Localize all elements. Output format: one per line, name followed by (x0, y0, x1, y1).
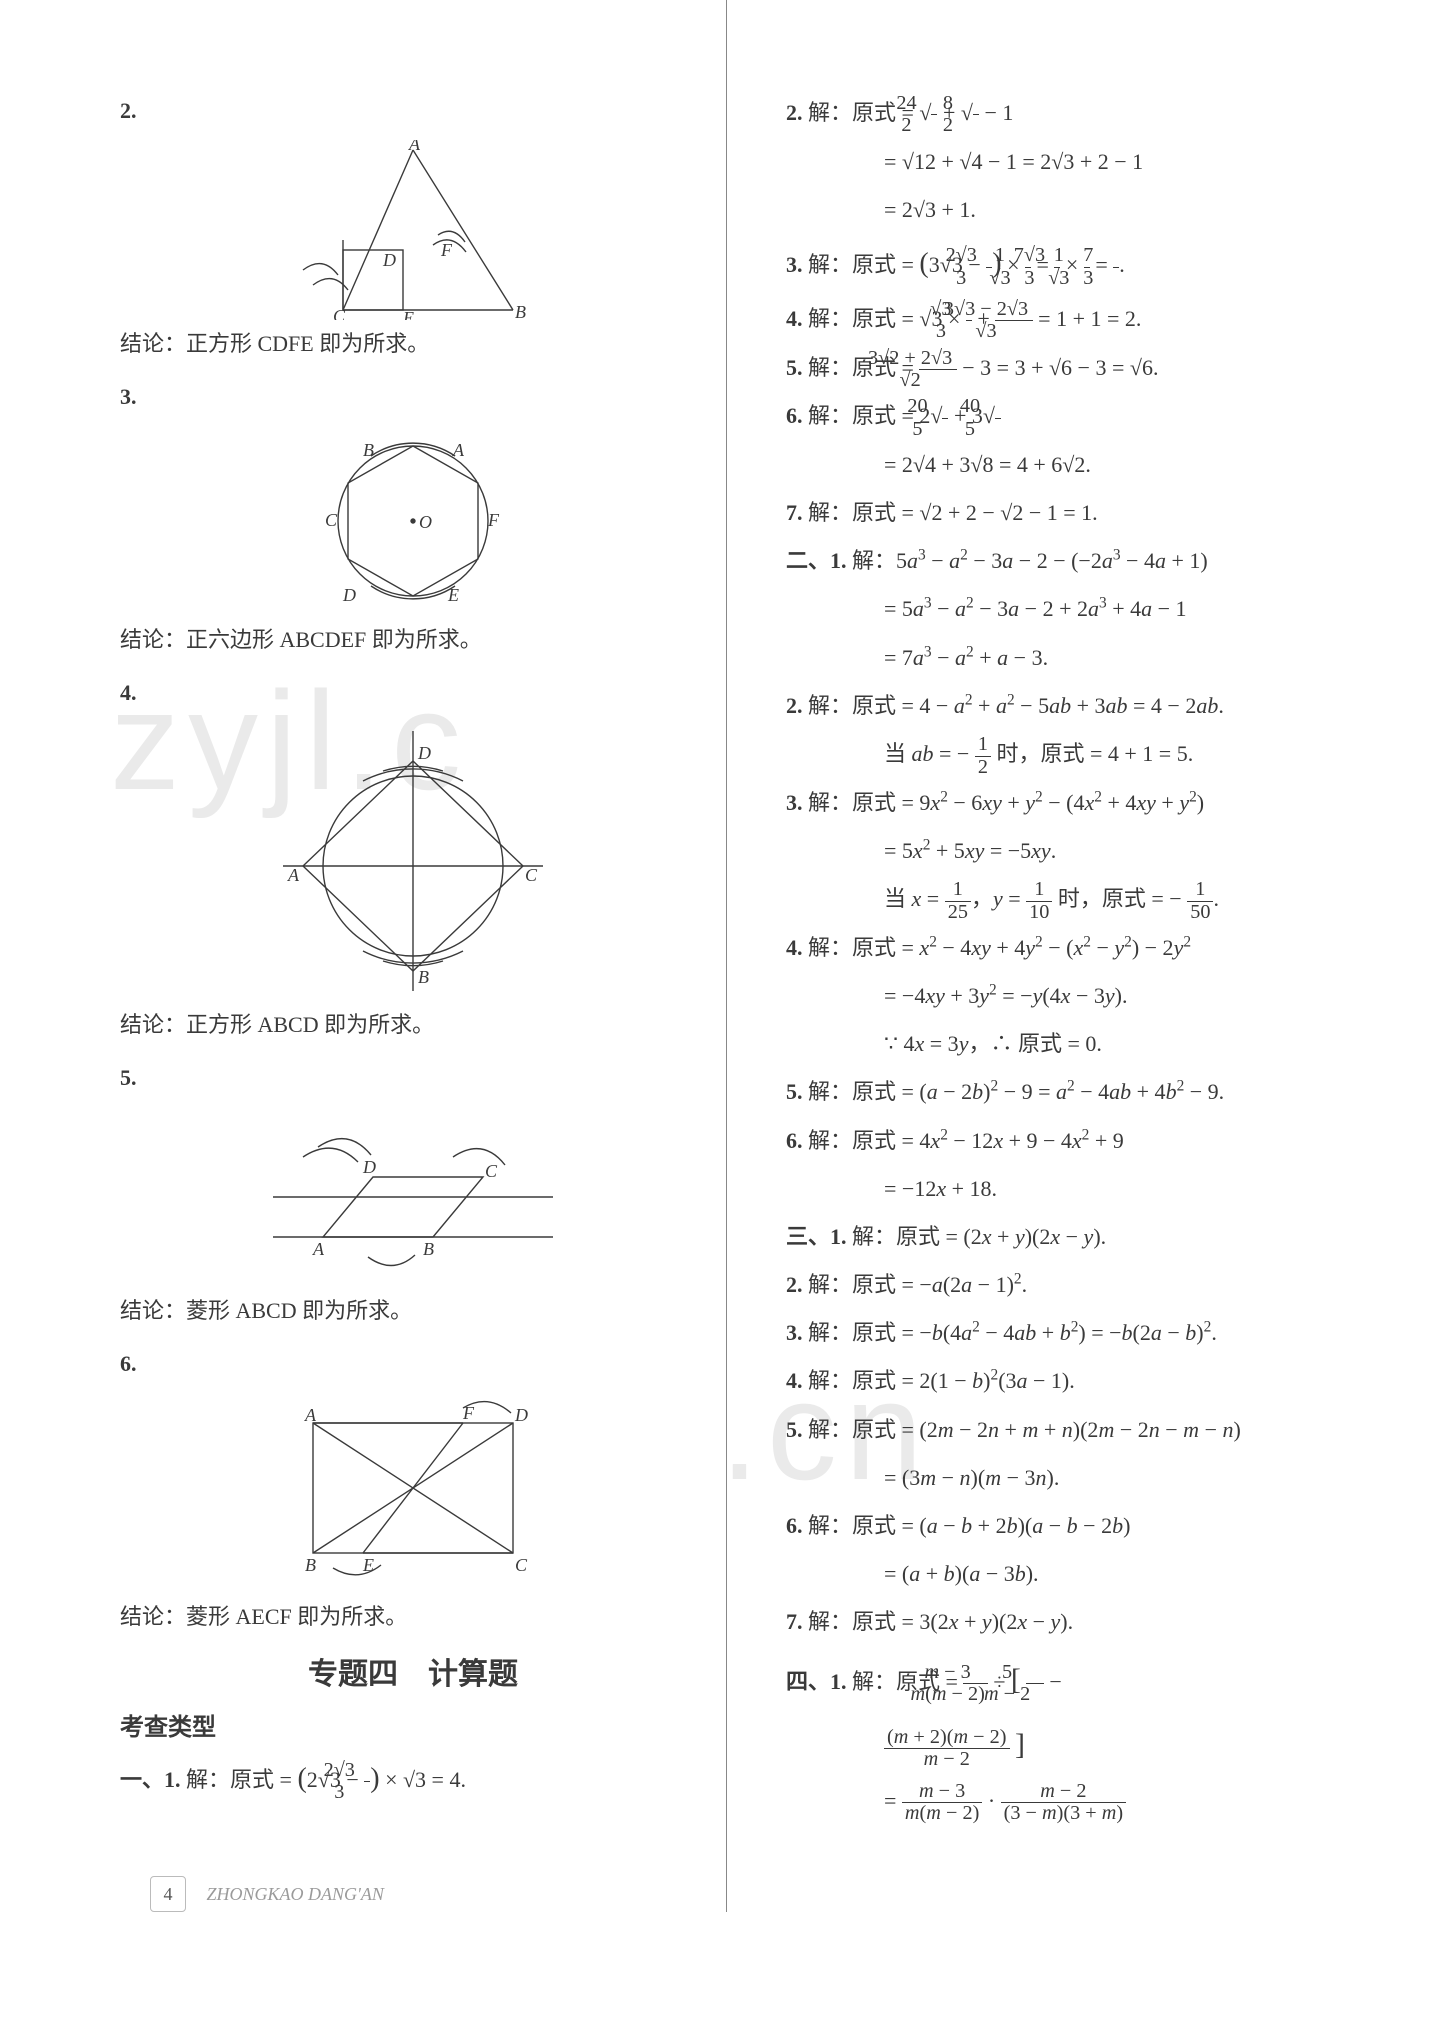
g1-item-3: 3. 解：原式 = (3√3 − 2√33) × 1√3 = 7√33 × 1√… (786, 235, 1372, 294)
page-number: 4 (150, 1876, 186, 1912)
left-column: 2. A B (120, 90, 746, 1826)
problem-number: 3. (120, 384, 137, 409)
svg-text:A: A (304, 1405, 317, 1425)
svg-text:C: C (485, 1161, 498, 1181)
svg-text:C: C (515, 1555, 528, 1575)
svg-text:D: D (362, 1157, 376, 1177)
figure-rhombus-aecf: A B C D E F (263, 1393, 563, 1593)
problem-number: 5. (120, 1065, 137, 1090)
conclusion-5: 结论：菱形 ABCD 即为所求。 (120, 1293, 706, 1325)
g1-item-4: 4. 解：原式 = √3 × √33 + 3√3 − 2√3√3 = 1 + 1… (786, 296, 1372, 343)
problem-6: 6. A B C D E F (120, 1343, 706, 1593)
g2-1-l2: = 5a3 − a2 − 3a − 2 + 2a3 + 4a − 1 (786, 586, 1372, 632)
g3-item-6: 6. 解：原式 = (a − b + 2b)(a − b − 2b) (786, 1503, 1372, 1549)
right-column: 2. 解：原式 = √242 + √82 − 1 = √12 + √4 − 1 … (746, 90, 1372, 1826)
problem-3: 3. A B C D E F O (120, 376, 706, 616)
g3-item-7: 7. 解：原式 = 3(2x + y)(2x − y). (786, 1599, 1372, 1645)
g2-1-l3: = 7a3 − a2 + a − 3. (786, 635, 1372, 681)
svg-text:B: B (515, 302, 526, 320)
svg-text:B: B (363, 440, 374, 460)
svg-text:E: E (402, 308, 414, 320)
svg-text:F: F (462, 1403, 475, 1423)
problem-number: 4. (120, 680, 137, 705)
g2-item-3: 3. 解：原式 = 9x2 − 6xy + y2 − (4x2 + 4xy + … (786, 780, 1372, 826)
group-4-item-1: 四、1. 解：原式 = m − 3m(m − 2) ÷ [ 5m − 2 − (786, 1648, 1372, 1711)
svg-text:A: A (408, 140, 421, 154)
figure-square-cdfe: A B C D E F (283, 140, 543, 320)
problem-4: 4. A B C D (120, 672, 706, 1002)
figure-hexagon: A B C D E F O (283, 426, 543, 616)
g1-item-5: 5. 解：原式 = 3√2 + 2√3√2 − 3 = 3 + √6 − 3 =… (786, 345, 1372, 392)
group-2-item-1: 二、1. 解：5a3 − a2 − 3a − 2 − (−2a3 − 4a + … (786, 538, 1372, 584)
g4-1-l2: (m + 2)(m − 2)m − 2 ] (786, 1713, 1372, 1776)
svg-text:A: A (312, 1239, 325, 1259)
g2-6-l2: = −12x + 18. (786, 1166, 1372, 1212)
subheading: 考查类型 (120, 1707, 706, 1742)
svg-text:D: D (417, 743, 431, 763)
conclusion-3: 结论：正六边形 ABCDEF 即为所求。 (120, 622, 706, 654)
svg-text:A: A (287, 865, 300, 885)
g3-5-l2: = (3m − n)(m − 3n). (786, 1455, 1372, 1501)
two-column-layout: 2. A B (120, 90, 1372, 1826)
g2-4-l3: ∵ 4x = 3y，∴ 原式 = 0. (786, 1021, 1372, 1067)
g2-item-6: 6. 解：原式 = 4x2 − 12x + 9 − 4x2 + 9 (786, 1118, 1372, 1164)
svg-text:E: E (362, 1555, 374, 1575)
g1-item-7: 7. 解：原式 = √2 + 2 − √2 − 1 = 1. (786, 490, 1372, 536)
svg-text:F: F (440, 240, 453, 260)
g1-item-2-l3: = 2√3 + 1. (786, 187, 1372, 233)
svg-text:A: A (452, 440, 465, 460)
svg-text:B: B (305, 1555, 316, 1575)
g3-item-5: 5. 解：原式 = (2m − 2n + m + n)(2m − 2n − m … (786, 1407, 1372, 1453)
svg-text:F: F (487, 510, 500, 530)
g2-3-l3: 当 x = 125，y = 110 时，原式 = − 150. (786, 876, 1372, 923)
problem-5: 5. A B C D (120, 1057, 706, 1287)
figure-rhombus-abcd: A B C D (263, 1107, 563, 1287)
svg-text:D: D (382, 250, 396, 270)
g2-3-l2: = 5x2 + 5xy = −5xy. (786, 828, 1372, 874)
conclusion-2: 结论：正方形 CDFE 即为所求。 (120, 326, 706, 358)
svg-text:D: D (514, 1405, 528, 1425)
group-3-item-1: 三、1. 解：原式 = (2x + y)(2x − y). (786, 1214, 1372, 1260)
g3-6-l2: = (a + b)(a − 3b). (786, 1551, 1372, 1597)
svg-text:C: C (325, 510, 338, 530)
page-footer: 4 ZHONGKAO DANG'AN (120, 1876, 1372, 1912)
svg-text:O: O (419, 512, 432, 532)
group-label: 一、1. (120, 1767, 181, 1792)
g1-item-2: 2. 解：原式 = √242 + √82 − 1 (786, 90, 1372, 137)
g2-4-l2: = −4xy + 3y2 = −y(4x − 3y). (786, 973, 1372, 1019)
g1-item-2-l2: = √12 + √4 − 1 = 2√3 + 2 − 1 (786, 139, 1372, 185)
g2-item-4: 4. 解：原式 = x2 − 4xy + 4y2 − (x2 − y2) − 2… (786, 925, 1372, 971)
problem-number: 6. (120, 1351, 137, 1376)
problem-2: 2. A B (120, 90, 706, 320)
g2-item-5: 5. 解：原式 = (a − 2b)2 − 9 = a2 − 4ab + 4b2… (786, 1069, 1372, 1115)
page: zyjl.c .cn 2. (0, 0, 1452, 1972)
figure-square-abcd: A B C D (263, 721, 563, 1001)
svg-text:D: D (342, 585, 356, 605)
g2-item-2: 2. 解：原式 = 4 − a2 + a2 − 5ab + 3ab = 4 − … (786, 683, 1372, 729)
conclusion-4: 结论：正方形 ABCD 即为所求。 (120, 1007, 706, 1039)
svg-text:C: C (333, 306, 346, 320)
g3-item-2: 2. 解：原式 = −a(2a − 1)2. (786, 1262, 1372, 1308)
g3-item-4: 4. 解：原式 = 2(1 − b)2(3a − 1). (786, 1358, 1372, 1404)
problem-number: 2. (120, 98, 137, 123)
g3-item-3: 3. 解：原式 = −b(4a2 − 4ab + b2) = −b(2a − b… (786, 1310, 1372, 1356)
footer-brand: ZHONGKAO DANG'AN (207, 1884, 384, 1904)
g4-1-l3: = m − 3m(m − 2) · m − 2(3 − m)(3 + m) (786, 1778, 1372, 1825)
g1-item-6-l2: = 2√4 + 3√8 = 4 + 6√2. (786, 442, 1372, 488)
svg-text:B: B (423, 1239, 434, 1259)
g1-item-6: 6. 解：原式 = 2√205 + 3√405 (786, 393, 1372, 440)
svg-text:E: E (447, 585, 459, 605)
g2-2-l2: 当 ab = − 12 时，原式 = 4 + 1 = 5. (786, 731, 1372, 778)
group-1-item-1: 一、1. 解：原式 = (2√3 − 2√33) × √3 = 4. (120, 1750, 706, 1809)
section-heading: 专题四 计算题 (120, 1649, 706, 1693)
svg-text:C: C (525, 865, 538, 885)
conclusion-6: 结论：菱形 AECF 即为所求。 (120, 1599, 706, 1631)
svg-text:B: B (418, 967, 429, 987)
